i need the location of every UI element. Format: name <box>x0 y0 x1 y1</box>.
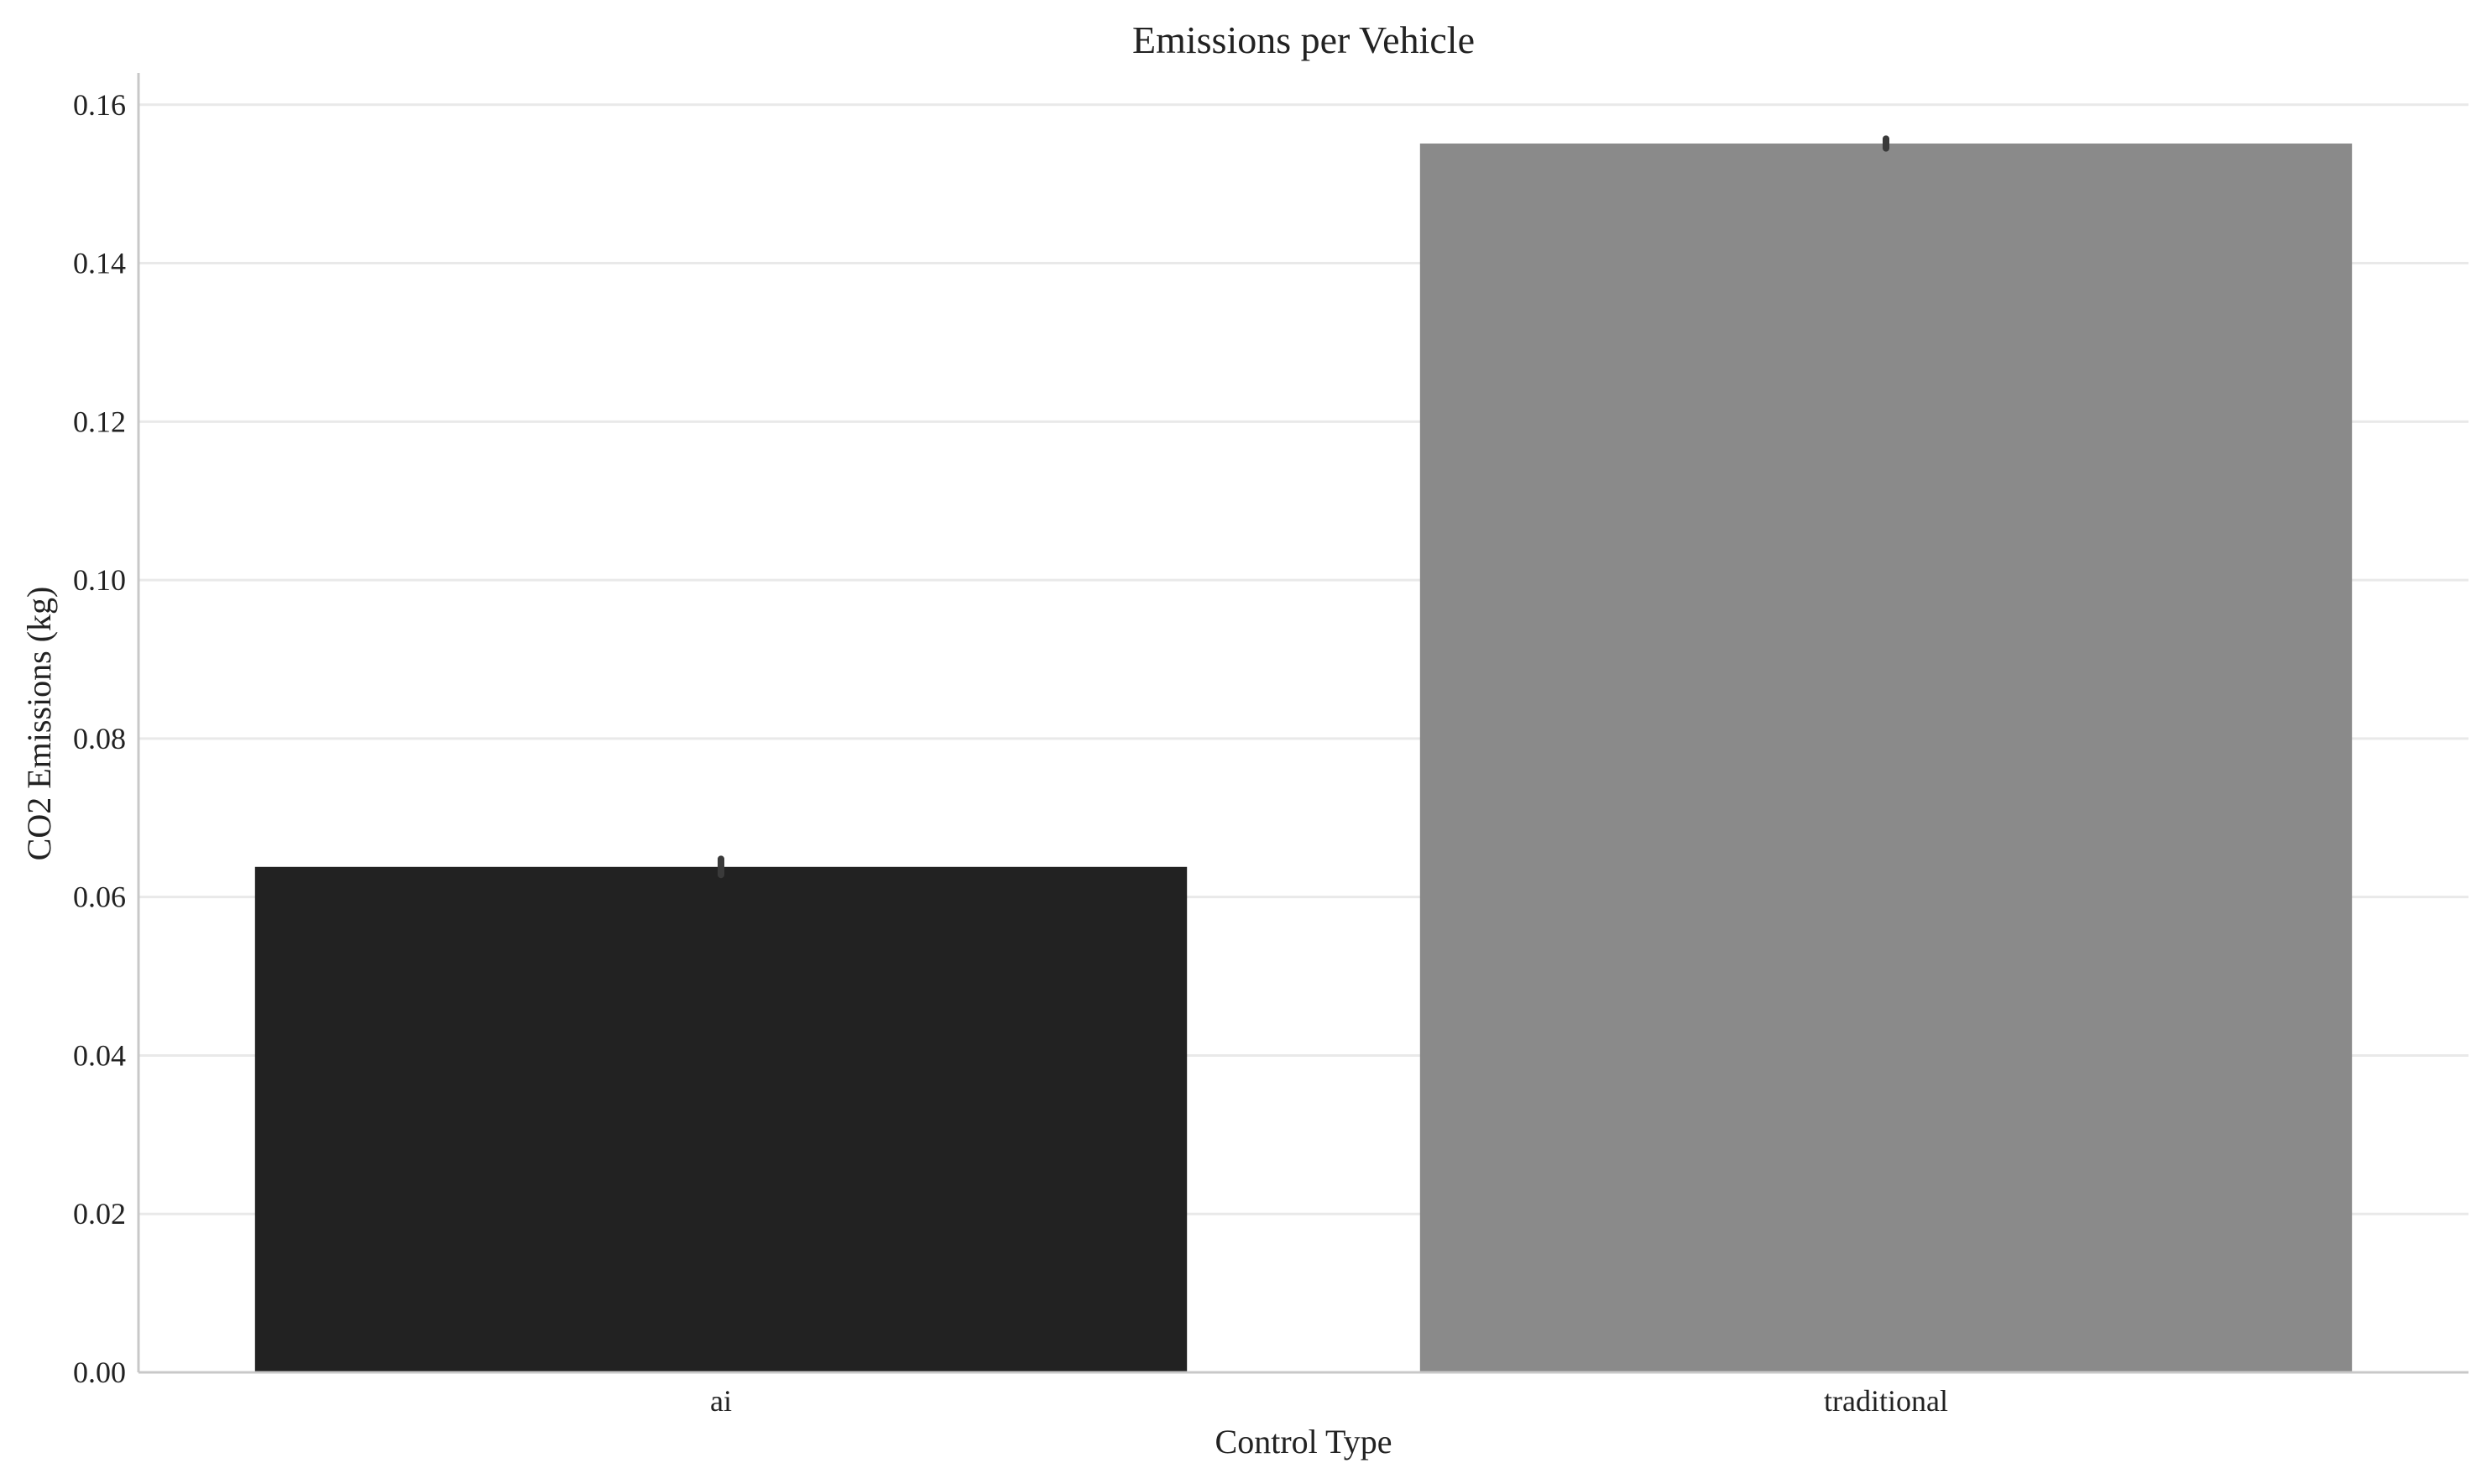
x-axis-label: Control Type <box>1215 1423 1392 1460</box>
y-tick-label: 0.14 <box>73 247 126 280</box>
y-tick-label: 0.08 <box>73 722 126 755</box>
y-tick-label: 0.12 <box>73 405 126 438</box>
x-tick-label: traditional <box>1824 1384 1948 1418</box>
bar-ai <box>254 866 1188 1372</box>
y-tick-label: 0.00 <box>73 1356 126 1389</box>
y-tick-label: 0.04 <box>73 1038 126 1072</box>
bars <box>254 144 2353 1372</box>
y-tick-label: 0.06 <box>73 880 126 914</box>
y-tick-label: 0.02 <box>73 1197 126 1231</box>
y-tick-label: 0.16 <box>73 88 126 122</box>
y-tick-label: 0.10 <box>73 563 126 597</box>
x-tick-labels: ai traditional <box>710 1384 1948 1418</box>
error-bars <box>718 135 1889 879</box>
y-axis-label: CO2 Emissions (kg) <box>20 587 58 861</box>
y-tick-labels: 0.00 0.02 0.04 0.06 0.08 0.10 0.12 0.14 0.16 <box>73 88 126 1389</box>
chart-title: Emissions per Vehicle <box>1132 18 1475 61</box>
x-tick-label: ai <box>710 1384 732 1418</box>
bar-traditional <box>1419 144 2353 1372</box>
